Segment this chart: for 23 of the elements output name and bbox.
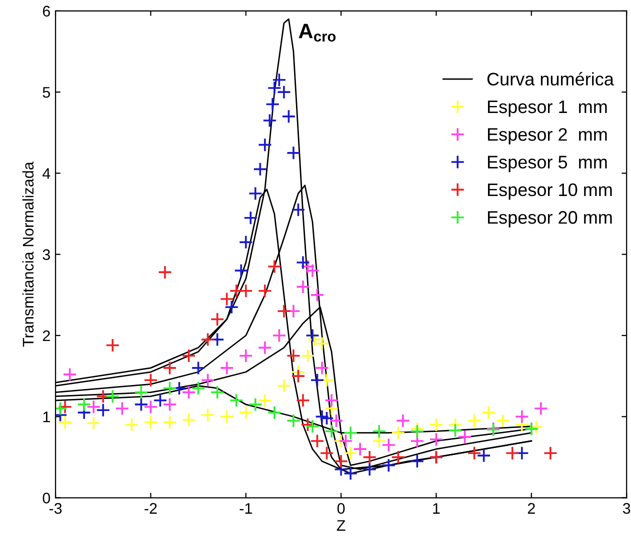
- y-tick-label: 5: [42, 87, 50, 98]
- y-tick-label: 6: [42, 6, 50, 17]
- x-tick-label: -3: [49, 503, 62, 514]
- x-axis-title: Z: [336, 520, 346, 531]
- y-tick-label: 0: [42, 492, 50, 504]
- legend-label: Espesor 1 mm: [488, 100, 607, 117]
- x-tick-label: 2: [528, 503, 535, 514]
- y-tick-label: 3: [42, 249, 50, 260]
- x-tick-label: 1: [433, 503, 440, 514]
- x-tick-label: -1: [240, 503, 252, 514]
- y-tick-label: 2: [42, 330, 50, 342]
- x-tick-label: -2: [144, 503, 157, 514]
- legend-label: Espesor 5 mm: [488, 156, 607, 172]
- y-tick-label: 4: [42, 168, 50, 179]
- legend-label: Espesor 20 mm: [488, 211, 612, 228]
- legend-label: Espesor 2 mm: [488, 128, 607, 144]
- text: A$_{cro}$: [298, 24, 336, 42]
- x-tick-label: 0: [337, 503, 345, 514]
- x-tick-label: 3: [622, 503, 630, 514]
- y-tick-label: 1: [43, 412, 50, 422]
- y-axis-title: Transmitancia Normalizada: [22, 162, 34, 347]
- legend-label: Espesor 10 mm: [488, 183, 612, 200]
- legend-label: Curva numérica: [487, 72, 614, 86]
